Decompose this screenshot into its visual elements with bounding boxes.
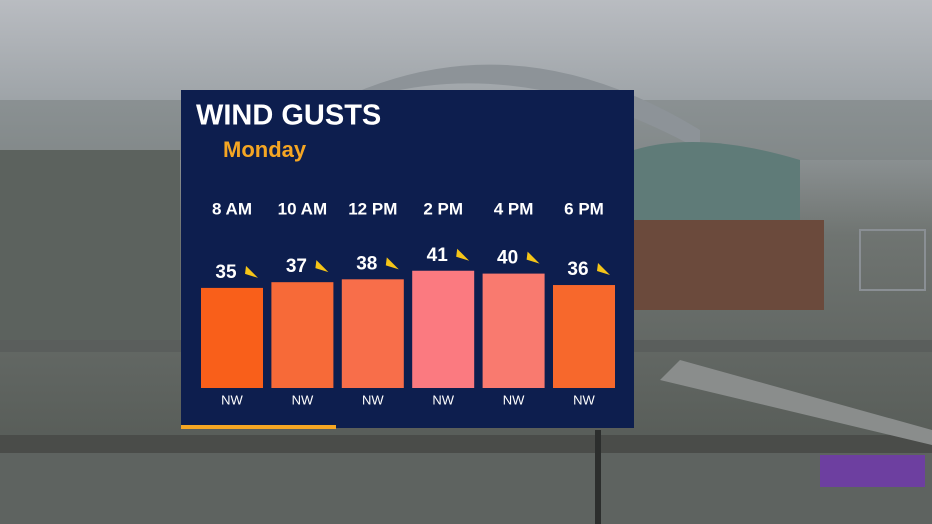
direction-label: NW — [362, 392, 384, 407]
value-label: 36 — [567, 259, 588, 280]
direction-label: NW — [221, 392, 243, 407]
wind-arrow — [245, 265, 258, 278]
value-label: 38 — [356, 253, 377, 274]
chart-subtitle: Monday — [223, 137, 307, 162]
direction-label: NW — [503, 392, 525, 407]
direction-label: NW — [292, 392, 314, 407]
x-tick-label: 10 AM — [278, 199, 327, 218]
bar — [201, 287, 263, 388]
value-label: 41 — [427, 245, 449, 266]
bar — [553, 285, 615, 388]
x-tick-label: 6 PM — [564, 199, 604, 218]
bar — [341, 279, 404, 388]
bar — [482, 273, 545, 388]
wind-arrow — [526, 251, 540, 264]
x-tick-label: 4 PM — [494, 199, 534, 218]
wind-arrow — [597, 263, 610, 276]
wind-arrow — [385, 257, 399, 270]
x-tick-label: 8 AM — [212, 199, 252, 218]
value-label: 40 — [497, 248, 518, 269]
value-label: 35 — [215, 262, 237, 283]
x-tick-label: 12 PM — [348, 199, 397, 218]
bar — [271, 282, 334, 388]
wind-arrow — [456, 248, 470, 261]
bar — [412, 270, 475, 388]
direction-label: NW — [432, 392, 454, 407]
chart-title: WIND GUSTS — [196, 100, 381, 132]
wind-arrow — [315, 260, 329, 273]
direction-label: NW — [573, 392, 595, 407]
x-tick-label: 2 PM — [423, 199, 463, 218]
accent-bar — [181, 425, 336, 429]
value-label: 37 — [286, 256, 307, 277]
